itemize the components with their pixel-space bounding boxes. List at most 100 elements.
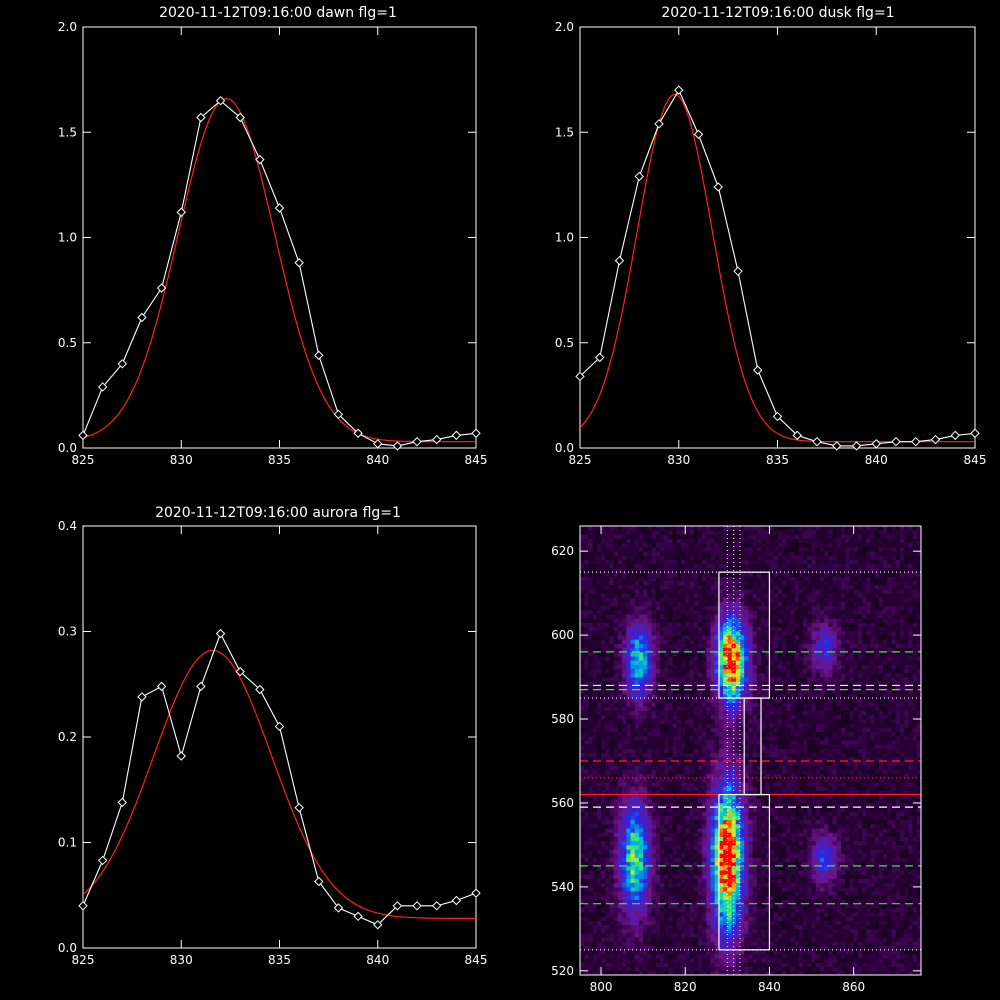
heatmap-pixel [723, 765, 728, 770]
heatmap-pixel [651, 945, 657, 951]
heatmap-pixel [584, 861, 589, 867]
heatmap-pixel [718, 899, 724, 905]
heatmap-pixel [634, 878, 640, 884]
heatmap-pixel [592, 941, 598, 947]
heatmap-pixel [668, 844, 674, 850]
heatmap-pixel [580, 723, 585, 728]
heatmap-pixel [836, 853, 842, 858]
heatmap-pixel [752, 760, 758, 766]
dawn-data-point [137, 312, 147, 323]
heatmap-pixel [798, 878, 804, 884]
heatmap-pixel [883, 853, 888, 858]
aurora-plot-area [83, 632, 476, 926]
heatmap-pixel [866, 933, 871, 938]
heatmap-pixel [874, 752, 880, 758]
heatmap-pixel [895, 903, 901, 909]
heatmap-pixel [811, 966, 817, 972]
heatmap-pixel [857, 857, 863, 863]
heatmap-pixel [756, 920, 762, 926]
heatmap-pixel [782, 920, 787, 926]
heatmap-pixel [870, 853, 876, 858]
heatmap-pixel [584, 781, 589, 787]
heatmap-pixel [874, 853, 880, 858]
heatmap-pixel [739, 765, 745, 770]
heatmap-pixel [819, 899, 825, 905]
heatmap-pixel [630, 899, 636, 905]
heatmap-pixel [689, 912, 695, 917]
heatmap-pixel [596, 870, 602, 875]
heatmap-pixel [832, 756, 838, 762]
heatmap-pixel [828, 794, 833, 800]
heatmap-pixel [748, 870, 754, 875]
heatmap-pixel [706, 769, 711, 774]
heatmap-pixel [904, 760, 909, 766]
heatmap-pixel [676, 949, 682, 955]
heatmap-pixel [912, 781, 918, 787]
heatmap-pixel [803, 786, 808, 791]
heatmap-pixel [803, 815, 808, 821]
heatmap-pixel [786, 840, 791, 846]
heatmap-pixel [777, 916, 783, 921]
heatmap-pixel [685, 777, 690, 783]
heatmap-pixel [727, 781, 732, 787]
heatmap-pixel [676, 790, 682, 795]
heatmap-pixel [630, 727, 636, 733]
heatmap-pixel [828, 756, 833, 762]
heatmap-pixel [794, 740, 800, 745]
heatmap-pixel [891, 794, 897, 800]
heatmap-pixel [845, 878, 850, 884]
heatmap-pixel [714, 765, 720, 770]
heatmap-pixel [584, 941, 589, 947]
heatmap-pixel [634, 857, 640, 863]
heatmap-pixel [609, 735, 615, 741]
heatmap-pixel [702, 777, 707, 783]
heatmap-pixel [626, 790, 631, 795]
heatmap-pixel [836, 907, 842, 913]
heatmap-pixel [769, 769, 775, 774]
heatmap-pixel [626, 723, 631, 728]
heatmap-pixel [584, 756, 589, 762]
heatmap-pixel [727, 941, 732, 947]
heatmap-pixel [668, 836, 674, 842]
heatmap-pixel [824, 823, 829, 829]
heatmap-pixel [895, 744, 901, 749]
heatmap-pixel [798, 870, 804, 875]
heatmap-pixel [723, 874, 728, 879]
heatmap-pixel [841, 819, 846, 825]
heatmap-pixel [676, 903, 682, 909]
heatmap-pixel [744, 857, 749, 863]
heatmap-pixel [580, 916, 585, 921]
heatmap-pixel [634, 891, 640, 896]
heatmap-pixel [786, 912, 791, 917]
heatmap-pixel [689, 786, 695, 791]
heatmap-pixel [798, 740, 804, 745]
heatmap-pixel [887, 912, 892, 917]
heatmap-pixel [630, 823, 636, 829]
heatmap-pixel [845, 790, 850, 795]
heatmap-pixel [836, 878, 842, 884]
heatmap-pixel [681, 756, 686, 762]
heatmap-pixel [710, 891, 716, 896]
heatmap-pixel [638, 840, 644, 846]
heatmap-pixel [668, 907, 674, 913]
heatmap-pixel [622, 970, 627, 976]
heatmap-pixel [605, 760, 610, 766]
heatmap-pixel [824, 777, 829, 783]
heatmap-pixel [744, 870, 749, 875]
heatmap-pixel [605, 798, 610, 804]
heatmap-pixel [878, 735, 884, 741]
heatmap-pixel [643, 744, 648, 749]
heatmap-pixel [790, 836, 796, 842]
heatmap-pixel [899, 933, 905, 938]
heatmap-pixel [630, 740, 636, 745]
heatmap-pixel [710, 781, 716, 787]
heatmap-pixel [685, 752, 690, 758]
heatmap-pixel [777, 878, 783, 884]
heatmap-pixel [676, 907, 682, 913]
heatmap-pixel [794, 912, 800, 917]
heatmap-pixel [832, 962, 838, 968]
heatmap-pixel [643, 781, 648, 787]
heatmap-pixel [769, 962, 775, 968]
heatmap-pixel [588, 844, 594, 850]
heatmap-pixel [706, 836, 711, 842]
